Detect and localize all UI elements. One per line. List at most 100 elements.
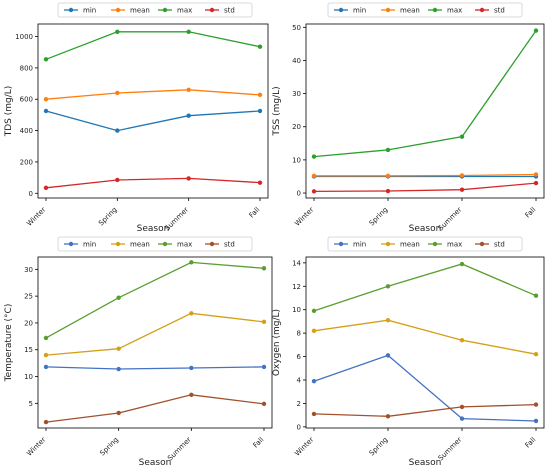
data-point-std	[43, 419, 49, 425]
legend-marker-std	[209, 241, 215, 247]
data-point-max	[115, 29, 120, 35]
y-axis-label: Temperature (°C)	[4, 304, 14, 383]
data-point-mean	[459, 173, 465, 178]
x-tick-label: Winter	[25, 206, 47, 228]
legend-marker-mean	[385, 241, 391, 247]
series-line-max	[313, 30, 537, 158]
legend-label-mean: mean	[400, 241, 420, 249]
series-line-min	[313, 354, 537, 422]
legend-marker-mean	[115, 241, 121, 247]
legend-marker-max	[162, 7, 168, 13]
x-tick-label: Fall	[252, 436, 266, 450]
data-point-min	[115, 128, 120, 133]
x-tick-label: Fall	[524, 436, 538, 450]
legend-label-min: min	[353, 7, 366, 15]
data-point-mean	[257, 92, 263, 98]
series-line-min	[45, 366, 265, 370]
series-line-max	[313, 263, 537, 312]
data-point-max	[311, 154, 317, 159]
data-point-mean	[533, 172, 539, 177]
data-point-max	[385, 284, 391, 289]
data-point-min	[189, 365, 194, 371]
data-point-mean	[385, 173, 391, 178]
data-point-max	[43, 57, 49, 62]
data-point-max	[533, 293, 539, 298]
data-point-min	[385, 353, 391, 358]
legend-marker-max	[162, 241, 168, 247]
data-point-max	[186, 29, 191, 35]
legend-marker-max	[432, 7, 438, 13]
y-tick-label: 40	[292, 57, 301, 65]
y-tick-label: 5	[29, 400, 33, 408]
legend-label-mean: mean	[130, 7, 150, 15]
series-line-std	[313, 403, 537, 417]
data-point-min	[261, 364, 267, 370]
legend-marker-min	[68, 241, 74, 247]
y-axis-label: Oxygen (mg/L)	[272, 309, 282, 376]
data-point-min	[311, 378, 317, 384]
y-tick-label: 50	[292, 24, 301, 32]
series-line-mean	[314, 173, 537, 177]
plot-frame	[37, 23, 269, 199]
x-tick-label: Winter	[293, 436, 315, 458]
data-point-min	[43, 364, 49, 370]
x-tick-label: Fall	[248, 206, 262, 220]
x-tick-label: Winter	[293, 206, 315, 228]
data-point-std	[311, 411, 317, 417]
legend-marker-mean	[115, 7, 121, 13]
x-tick-label: Spring	[368, 436, 390, 458]
legend-label-max: max	[447, 241, 462, 249]
x-tick-label: Spring	[368, 206, 390, 228]
data-point-std	[257, 180, 263, 185]
y-tick-label: 0	[297, 190, 301, 198]
data-point-max	[459, 134, 465, 139]
data-point-max	[257, 44, 263, 49]
legend-marker-std	[479, 241, 485, 247]
legend-label-min: min	[353, 241, 366, 249]
data-point-std	[459, 404, 465, 410]
data-point-max	[533, 28, 539, 33]
y-tick-label: 10	[24, 373, 33, 381]
legend-marker-min	[68, 7, 74, 13]
legend-label-max: max	[177, 241, 192, 249]
y-tick-label: 6	[297, 353, 302, 361]
x-tick-label: Winter	[25, 436, 47, 458]
data-point-mean	[115, 90, 120, 96]
data-point-std	[115, 177, 120, 183]
legend-marker-min	[338, 7, 344, 13]
y-tick-label: 2	[297, 400, 301, 408]
y-tick-label: 8	[297, 330, 301, 338]
y-tick-label: 20	[24, 319, 33, 327]
legend-frame	[57, 236, 253, 252]
y-tick-label: 15	[24, 346, 33, 354]
data-point-mean	[189, 311, 194, 316]
x-tick-label: Spring	[97, 206, 119, 228]
data-point-mean	[261, 319, 267, 325]
y-axis-label: TSS (mg/L)	[272, 86, 282, 136]
data-point-max	[43, 335, 49, 341]
legend-marker-std	[209, 7, 215, 13]
plot-frame	[305, 256, 545, 429]
series-line-max	[45, 261, 265, 339]
legend-label-std: std	[494, 7, 505, 15]
legend-marker-std	[479, 7, 485, 13]
data-point-min	[257, 108, 263, 114]
data-point-max	[311, 308, 317, 314]
data-point-min	[116, 366, 121, 372]
legend: min mean max std	[327, 2, 523, 18]
x-axis-label: Season	[139, 458, 172, 468]
plot-frame	[305, 23, 545, 199]
x-axis-label: Season	[409, 458, 442, 468]
y-tick-label: 20	[292, 123, 301, 131]
legend-label-mean: mean	[130, 241, 150, 249]
data-point-std	[533, 180, 539, 186]
y-tick-label: 30	[292, 90, 301, 98]
data-point-std	[385, 414, 391, 419]
data-point-max	[261, 266, 267, 271]
y-tick-label: 14	[292, 259, 301, 267]
series-line-max	[45, 31, 261, 60]
data-point-std	[189, 392, 194, 397]
data-point-std	[533, 402, 539, 407]
